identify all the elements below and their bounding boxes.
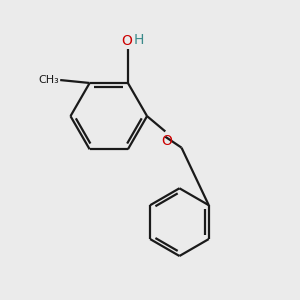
Text: O: O	[121, 34, 132, 48]
Text: H: H	[134, 33, 144, 47]
Text: O: O	[161, 134, 172, 148]
Text: CH₃: CH₃	[38, 75, 59, 85]
